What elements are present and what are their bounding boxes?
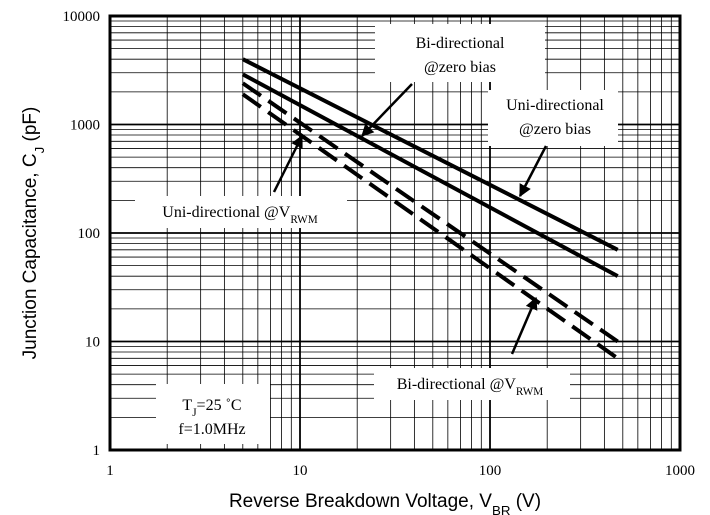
annotation-text-part: @zero bias	[424, 59, 496, 76]
y-axis-title-part: (pF)	[20, 107, 41, 147]
annotation-text-part: Uni-directional @V	[162, 204, 290, 221]
annotation-arrow	[518, 145, 548, 198]
x-tick-label: 100	[479, 463, 502, 479]
plot-border	[108, 14, 682, 452]
annotation-text-part: f=1.0MHz	[178, 421, 245, 438]
annotation-text: @zero bias	[519, 121, 591, 138]
y-axis-title-part: J	[32, 147, 47, 154]
annotation-text-part: Bi-directional	[416, 35, 505, 52]
annotation-text-part: T	[182, 397, 192, 414]
annotation-text-part: =25 ˚C	[197, 397, 242, 414]
annotation-text-part: @zero bias	[519, 121, 591, 138]
series-line	[241, 57, 619, 252]
annotation-text: @zero bias	[424, 59, 496, 76]
x-axis-title-part: Reverse Breakdown Voltage, V	[229, 491, 492, 512]
y-tick-label: 10000	[63, 9, 101, 25]
x-axis-title-part: BR	[492, 503, 510, 515]
annotation-text-part: RWM	[290, 214, 317, 226]
annotation-text: TJ=25 ˚C	[182, 397, 241, 419]
annotation-text: f=1.0MHz	[178, 421, 245, 438]
annotation-text-part: J	[192, 407, 197, 419]
annotation-text-part: RWM	[516, 386, 543, 398]
y-tick-label: 1	[93, 443, 101, 459]
y-tick-label: 100	[78, 226, 101, 242]
y-axis-title-part: Junction Capacitance, C	[20, 153, 41, 359]
annotation-arrow	[272, 134, 304, 193]
annotation-text: Bi-directional @VRWM	[397, 376, 544, 398]
series-line	[241, 81, 619, 344]
annotation-text: Uni-directional @VRWM	[162, 204, 317, 226]
annotation-text: Bi-directional	[416, 35, 505, 52]
annotation-box	[375, 24, 545, 82]
y-axis-title: Junction Capacitance, CJ (pF)	[20, 107, 47, 360]
x-tick-label: 1	[106, 463, 114, 479]
series-line	[241, 72, 619, 278]
annotation-box	[374, 368, 570, 400]
x-tick-label: 1000	[665, 463, 695, 479]
x-axis-title: Reverse Breakdown Voltage, VBR (V)	[229, 491, 541, 515]
annotation-text-part: Uni-directional	[506, 97, 604, 114]
series-line	[241, 92, 619, 360]
annotation-arrow	[510, 296, 538, 355]
annotation-box	[156, 384, 270, 444]
y-tick-label: 1000	[70, 118, 100, 134]
annotation-arrow	[361, 83, 413, 137]
y-tick-label: 10	[85, 335, 100, 351]
annotation-box	[488, 90, 618, 146]
annotation-text-part: Bi-directional @V	[397, 376, 517, 393]
annotation-box	[135, 196, 347, 228]
x-axis-title-part: (V)	[510, 491, 541, 512]
annotation-text: Uni-directional	[506, 97, 604, 114]
x-tick-label: 10	[293, 463, 308, 479]
